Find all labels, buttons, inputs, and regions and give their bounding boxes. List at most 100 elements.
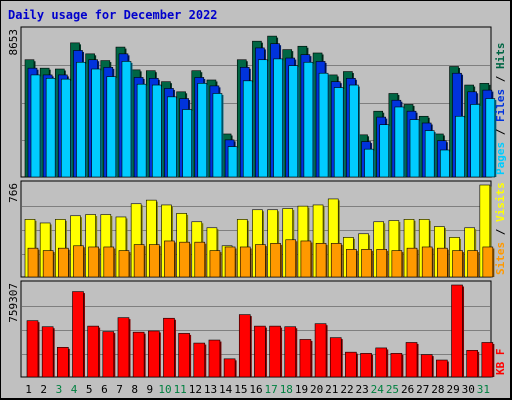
x-tick-label-day-11: 11 (174, 383, 187, 396)
x-tick-label-day-23: 23 (356, 383, 369, 396)
bar-kb-f-day-25 (390, 353, 404, 378)
bar-sites-day-2 (42, 250, 55, 278)
x-tick-label-day-25: 25 (386, 383, 399, 396)
bar-sites-day-5 (88, 246, 101, 278)
series-legend-middle: Sites / Visits (494, 182, 507, 275)
x-tick-label-day-18: 18 (280, 383, 293, 396)
bar-kb-f-day-9 (147, 330, 161, 378)
bar-sites-day-18 (285, 239, 298, 278)
x-tick-label-day-5: 5 (86, 383, 93, 396)
bar-sites-day-4 (73, 245, 85, 278)
bar-pages-day-11 (182, 109, 194, 178)
bar-sites-day-1 (27, 247, 40, 278)
ymax-label-bottom: 759307 (7, 283, 20, 323)
legend-separator: / (494, 122, 507, 142)
bar-sites-day-15 (239, 246, 252, 278)
bar-sites-day-16 (255, 244, 267, 278)
bar-sites-day-22 (346, 249, 358, 278)
x-tick-label-day-3: 3 (56, 383, 63, 396)
bar-sites-day-10 (164, 240, 176, 278)
bar-sites-day-12 (194, 241, 207, 278)
bar-pages-day-6 (106, 76, 118, 178)
bar-kb-f-day-6 (102, 331, 116, 378)
bar-pages-day-29 (455, 115, 467, 178)
bar-sites-day-25 (391, 250, 404, 278)
x-tick-label-day-26: 26 (401, 383, 414, 396)
legend-pages: Pages (494, 142, 507, 175)
bar-kb-f-day-30 (466, 350, 480, 378)
bar-kb-f-day-3 (57, 347, 70, 378)
bar-pages-day-5 (91, 68, 103, 178)
bar-kb-f-day-18 (284, 326, 298, 378)
bar-kb-f-day-1 (26, 320, 40, 378)
bar-kb-f-day-29 (451, 284, 465, 378)
x-tick-label-day-17: 17 (265, 383, 278, 396)
bar-kb-f-day-4 (72, 291, 85, 378)
bar-pages-day-8 (136, 83, 148, 178)
bar-pages-day-3 (61, 78, 72, 178)
bar-pages-day-23 (364, 148, 376, 178)
bar-pages-day-27 (424, 130, 436, 178)
x-tick-label-day-27: 27 (416, 383, 429, 396)
x-tick-label-day-13: 13 (204, 383, 217, 396)
legend-separator: / (494, 69, 507, 89)
bar-pages-day-30 (470, 104, 482, 178)
bar-sites-day-7 (118, 250, 131, 278)
x-tick-label-day-16: 16 (249, 383, 262, 396)
bar-kb-f-day-21 (329, 337, 343, 378)
x-tick-label-day-1: 1 (25, 383, 32, 396)
x-tick-label-day-20: 20 (310, 383, 323, 396)
bar-sites-day-3 (58, 247, 70, 278)
bar-kb-f-day-16 (254, 325, 267, 378)
bar-pages-day-21 (333, 87, 345, 178)
bar-pages-day-22 (349, 84, 360, 178)
bar-kb-f-day-31 (481, 342, 495, 378)
bar-sites-day-8 (133, 244, 146, 278)
x-tick-label-day-10: 10 (158, 383, 171, 396)
bar-pages-day-18 (288, 65, 300, 178)
bar-kb-f-day-2 (41, 326, 55, 378)
bar-pages-day-1 (30, 74, 42, 178)
bar-kb-f-day-13 (208, 339, 222, 378)
bar-kb-f-day-14 (223, 358, 237, 378)
bar-sites-day-21 (330, 243, 343, 278)
bar-pages-day-13 (212, 93, 224, 178)
x-tick-label-day-12: 12 (189, 383, 202, 396)
legend-kb-f: KB F (494, 349, 507, 376)
x-tick-label-day-7: 7 (116, 383, 123, 396)
legend-hits: Hits (494, 43, 507, 70)
x-tick-label-day-22: 22 (340, 383, 353, 396)
x-tick-label-day-15: 15 (234, 383, 247, 396)
bar-kb-f-day-23 (360, 353, 374, 378)
x-tick-label-day-9: 9 (147, 383, 154, 396)
bar-sites-day-28 (437, 247, 449, 278)
bar-kb-f-day-26 (405, 342, 419, 378)
bar-sites-day-29 (452, 250, 465, 278)
bar-sites-day-9 (148, 244, 161, 278)
bar-kb-f-day-28 (436, 359, 449, 378)
x-tick-label-day-6: 6 (101, 383, 108, 396)
bar-sites-day-31 (482, 246, 495, 278)
bar-sites-day-24 (376, 249, 389, 278)
bar-pages-day-24 (379, 124, 391, 178)
bar-sites-day-14 (224, 246, 237, 278)
bar-pages-day-17 (273, 58, 285, 178)
bar-sites-day-23 (361, 249, 374, 278)
bar-pages-day-26 (409, 119, 421, 178)
bar-kb-f-day-7 (117, 317, 131, 378)
bar-pages-day-9 (151, 84, 163, 178)
legend-visits: Visits (494, 182, 507, 222)
bar-sites-day-26 (406, 247, 419, 278)
x-tick-label-day-28: 28 (431, 383, 444, 396)
bar-kb-f-day-22 (345, 351, 358, 378)
bar-pages-day-31 (485, 98, 497, 178)
bar-kb-f-day-17 (269, 325, 283, 378)
bar-sites-day-30 (467, 250, 480, 278)
x-tick-label-day-21: 21 (325, 383, 338, 396)
bar-sites-day-17 (270, 243, 283, 278)
legend-separator: / (494, 222, 507, 242)
x-tick-label-day-29: 29 (446, 383, 459, 396)
bar-pages-day-25 (394, 106, 406, 178)
x-tick-label-day-31: 31 (477, 383, 490, 396)
